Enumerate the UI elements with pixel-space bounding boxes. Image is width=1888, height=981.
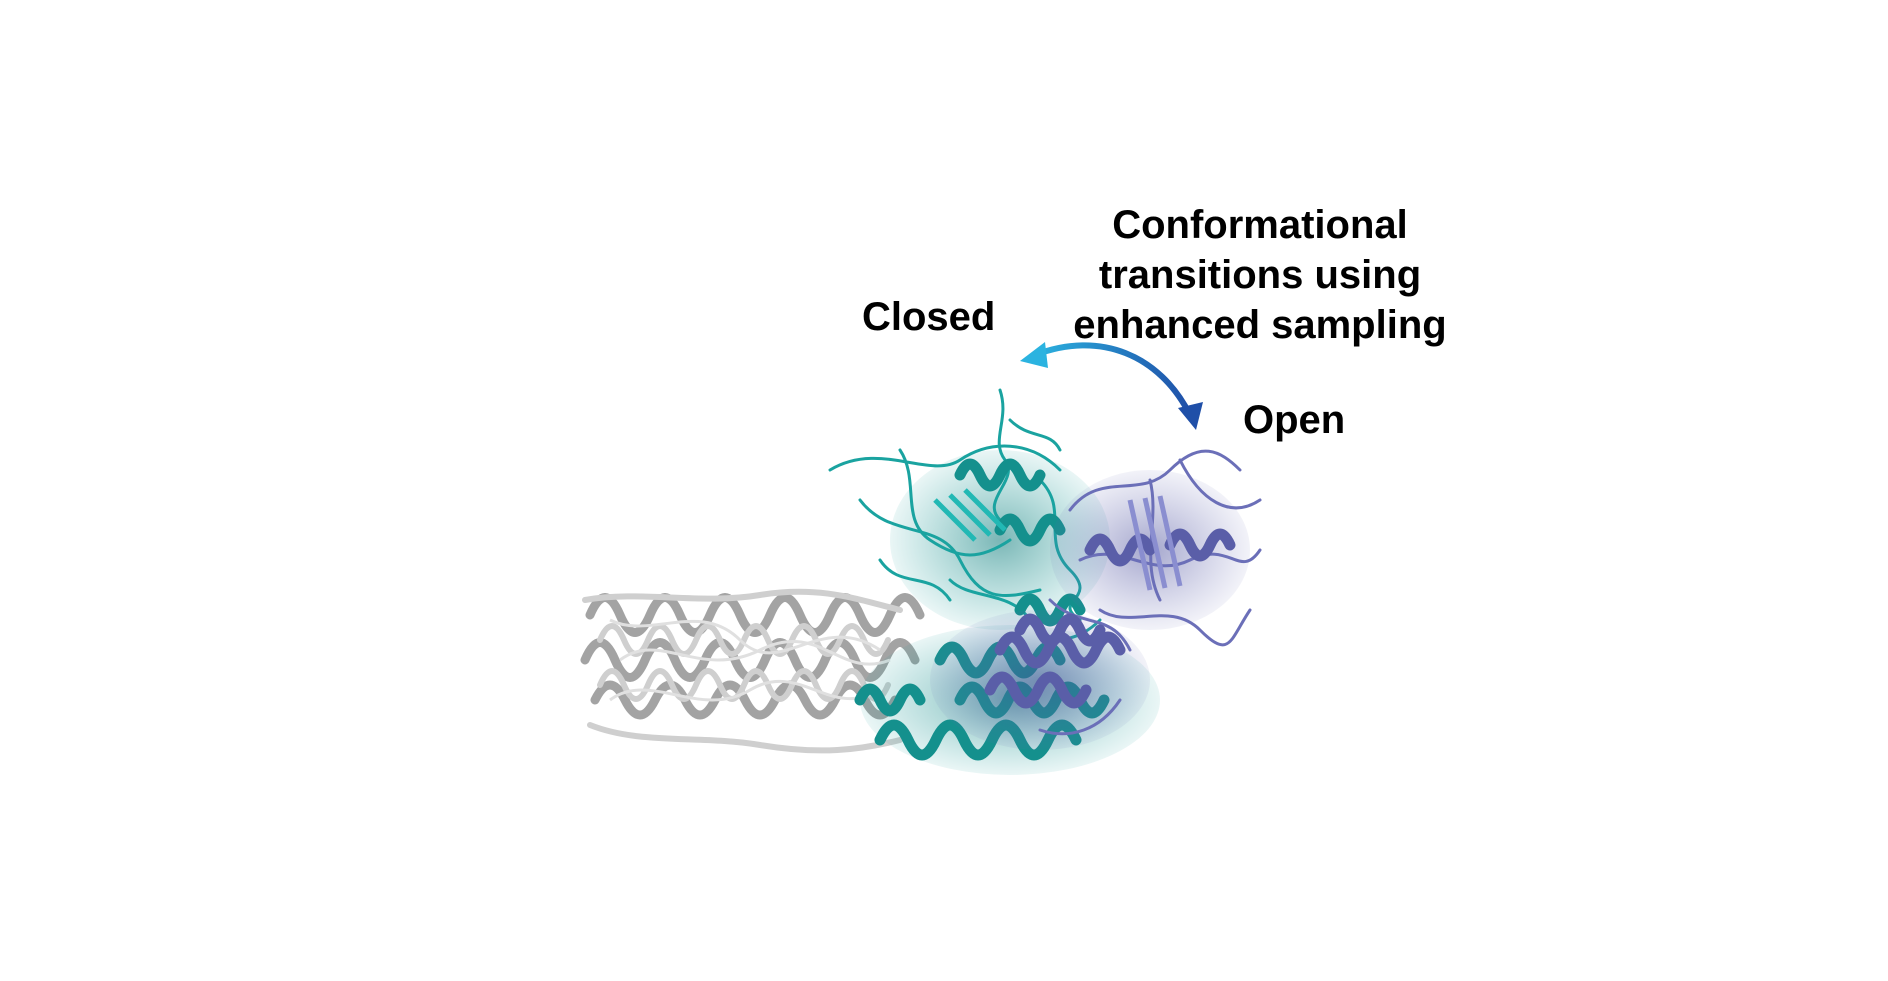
arrowhead-open (1178, 402, 1203, 430)
transition-arrow (1020, 342, 1203, 430)
open-state-structure (930, 449, 1262, 750)
closed-label: Closed (862, 295, 996, 339)
title-line-2: transitions using (1098, 253, 1422, 297)
arrowhead-closed (1020, 342, 1048, 368)
static-helical-domain (580, 588, 925, 754)
open-label: Open (1243, 398, 1346, 442)
title-line-1: Conformational (1112, 203, 1408, 247)
figure-title: Conformational transitions using enhance… (1035, 200, 1485, 350)
title-line-3: enhanced sampling (1073, 303, 1447, 347)
